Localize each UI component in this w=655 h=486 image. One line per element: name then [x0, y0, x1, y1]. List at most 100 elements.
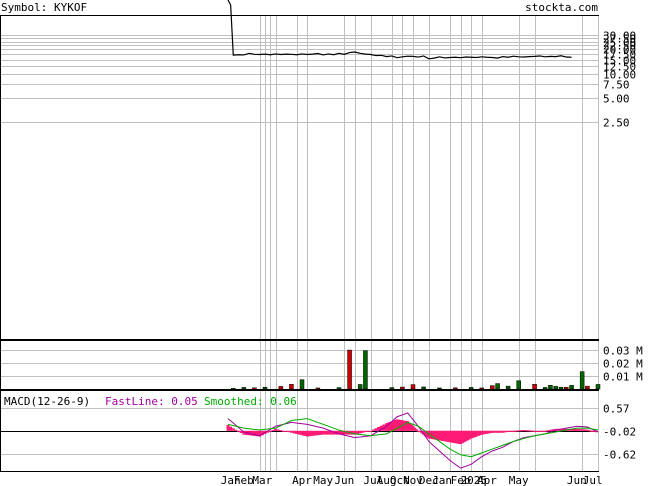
macd-histogram-bar: [467, 430, 471, 440]
macd-histogram-bar: [416, 430, 420, 432]
macd-histogram-bar: [250, 430, 254, 436]
macd-histogram-bar: [371, 429, 375, 431]
macd-histogram-bar: [407, 422, 411, 431]
macd-title: MACD(12-26-9): [4, 395, 90, 408]
macd-histogram-bar: [487, 430, 491, 434]
macd-histogram-bar: [478, 430, 482, 436]
macd-histogram-bar: [499, 430, 503, 433]
macd-histogram-bar: [399, 420, 403, 431]
macd-histogram-bar: [559, 428, 563, 431]
macd-histogram-bar: [515, 430, 519, 432]
volume-bar: [389, 387, 395, 390]
macd-histogram-bar: [570, 428, 574, 431]
macd-histogram-bar: [319, 430, 322, 435]
macd-histogram-bar: [573, 428, 577, 431]
macd-histogram-bar: [540, 430, 544, 432]
macd-histogram-bar: [326, 430, 330, 435]
macd-histogram-bar: [427, 430, 431, 439]
macd-histogram-bar: [385, 423, 389, 431]
macd-histogram-bar: [406, 421, 410, 431]
macd-histogram-bar: [234, 429, 238, 431]
macd-histogram-bar: [503, 430, 507, 433]
macd-smoothed-label: Smoothed: 0.06: [204, 395, 297, 408]
volume-bar: [579, 371, 585, 390]
macd-histogram-bar: [501, 430, 505, 433]
macd-histogram-bar: [580, 429, 584, 431]
macd-histogram-bar: [229, 426, 233, 431]
volume-panel: [0, 340, 599, 390]
macd-series: [226, 412, 599, 469]
macd-histogram-bar: [377, 427, 381, 431]
price-panel: [0, 15, 599, 340]
macd-histogram-bar: [329, 430, 333, 435]
macd-histogram-bar: [527, 430, 531, 432]
volume-tick-label: 0.03 M: [603, 345, 643, 358]
x-tick-label: Aug: [377, 474, 397, 486]
macd-histogram-bar: [361, 430, 365, 433]
macd-histogram-bar: [274, 428, 278, 431]
macd-histogram-bar: [313, 430, 317, 436]
price-tick-label: 15.00: [603, 55, 636, 68]
macd-histogram-bar: [415, 429, 419, 431]
volume-bar: [453, 387, 458, 390]
macd-histogram-bar: [345, 430, 349, 435]
macd-histogram-bar: [316, 430, 320, 436]
macd-histogram-bar: [276, 429, 280, 431]
macd-histogram-bar: [473, 430, 477, 438]
volume-bar: [479, 387, 484, 390]
volume-bar: [410, 384, 416, 390]
x-tick-label: Jan: [221, 474, 241, 486]
site-label: stockta.com: [525, 1, 598, 14]
price-tick-label: 17.50: [603, 49, 636, 62]
macd-histogram-bar: [452, 430, 456, 443]
macd-histogram-bar: [471, 430, 475, 438]
macd-histogram-bar: [303, 430, 307, 436]
volume-bar: [241, 387, 247, 390]
macd-histogram-bar: [311, 430, 315, 436]
x-tick-label: Apr: [292, 474, 312, 486]
volume-tick-label: 0.01 M: [603, 371, 643, 384]
price-tick-label: 2.50: [603, 117, 630, 130]
x-tick-label: Feb: [234, 474, 254, 486]
macd-histogram-bar: [305, 430, 309, 437]
price-tick-label: 5.00: [603, 93, 630, 106]
macd-histogram-bar: [497, 430, 501, 433]
macd-histogram-bar: [363, 430, 367, 433]
macd-histogram-bar: [279, 430, 283, 432]
macd-histogram-bar: [504, 430, 508, 433]
macd-histogram-bar: [548, 429, 552, 431]
price-line: [227, 0, 572, 60]
macd-tick-label: -0.62: [603, 449, 636, 462]
macd-histogram-bar: [366, 430, 370, 432]
volume-series: [231, 349, 601, 390]
symbol-label: Symbol: KYKOF: [1, 1, 87, 14]
macd-histogram-bar: [457, 430, 461, 444]
macd-histogram-bar: [511, 430, 515, 432]
macd-histogram-bar: [547, 430, 551, 432]
macd-histogram-bar: [255, 430, 259, 437]
macd-histogram-bar: [561, 428, 565, 431]
volume-bar: [336, 387, 342, 390]
macd-histogram-bar: [510, 430, 514, 432]
volume-bar: [564, 387, 569, 390]
macd-histogram-bar: [395, 419, 399, 431]
macd-histogram-bar: [237, 430, 241, 432]
macd-histogram-bar: [591, 430, 595, 432]
macd-histogram-bar: [289, 430, 293, 433]
macd-histogram-bar: [379, 425, 383, 431]
x-tick-label: Jul: [583, 474, 603, 486]
macd-histogram-bar: [448, 430, 452, 443]
volume-bar: [299, 379, 305, 390]
volume-bar: [569, 385, 574, 390]
macd-histogram-bar: [543, 430, 547, 432]
macd-tick-label: 0.57: [603, 403, 630, 416]
macd-histogram-bar: [337, 430, 341, 435]
macd-histogram-bar: [439, 430, 443, 441]
macd-histogram-bar: [485, 430, 489, 434]
macd-histogram-bar: [455, 430, 459, 444]
x-tick-label: Oct: [390, 474, 410, 486]
price-tick-label: 10.00: [603, 69, 636, 82]
macd-histogram-bar: [446, 430, 450, 442]
volume-bar: [400, 386, 405, 390]
